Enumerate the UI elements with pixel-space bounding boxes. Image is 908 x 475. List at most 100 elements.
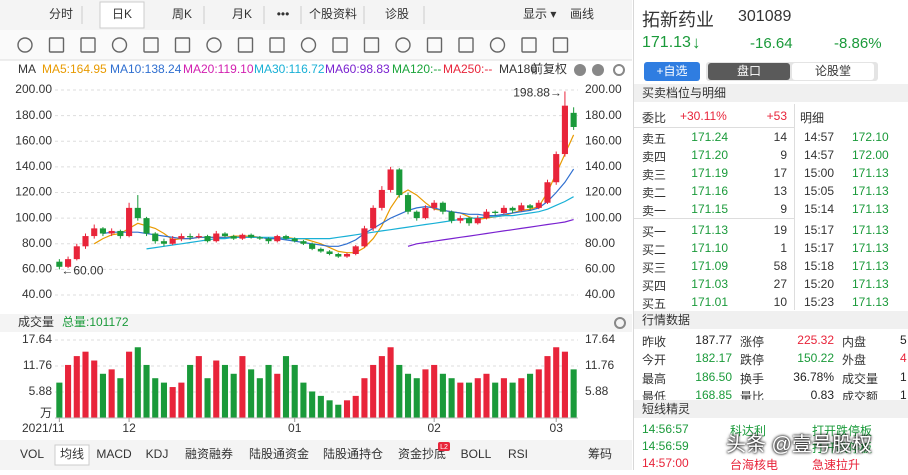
toolbar-tab[interactable]: 周K: [172, 7, 192, 21]
y-tick-label: 160.00: [15, 133, 52, 147]
volume-bar: [509, 382, 516, 418]
tool-icon[interactable]: [489, 37, 506, 53]
elf-cell: 急速拉升: [812, 458, 861, 470]
bottom-tab[interactable]: 融资融券: [185, 446, 233, 461]
bottom-bar-bg: [0, 440, 632, 470]
tick-price: 171.13: [852, 240, 889, 255]
level-price: 171.01: [691, 294, 728, 309]
volume-bar: [343, 400, 351, 418]
bottom-tab[interactable]: MACD: [96, 447, 132, 461]
volume-bar: [457, 382, 464, 418]
tool-icon[interactable]: [332, 37, 348, 53]
bottom-tab[interactable]: 筹码: [588, 447, 612, 461]
candle-body: [248, 234, 255, 238]
tool-icon[interactable]: [111, 37, 128, 53]
stat-cell: 涨停: [740, 335, 765, 349]
y-tick-label: 120.00: [15, 185, 52, 199]
volume-bar: [56, 382, 63, 418]
candle-body: [492, 211, 499, 213]
bottom-tab[interactable]: 资金抄底: [398, 446, 446, 461]
tool-icon[interactable]: [237, 37, 254, 53]
draw-button[interactable]: 画线: [570, 7, 594, 21]
y-tick-label: 17.64: [22, 332, 52, 346]
stat-cell: 36.78%: [793, 369, 834, 384]
tool-icon[interactable]: [300, 37, 317, 53]
tool-icon[interactable]: [363, 37, 380, 53]
tool-icon[interactable]: [48, 37, 65, 53]
y-tick-label-right: 11.76: [585, 358, 614, 372]
y-tick-label: 80.00: [22, 236, 52, 250]
tool-icon[interactable]: [143, 37, 159, 53]
tool-icon[interactable]: [426, 37, 443, 53]
section-header: 买卖档位与明细: [634, 84, 908, 102]
tool-icon[interactable]: [269, 37, 285, 53]
volume-bar: [274, 373, 281, 418]
panel-tab[interactable]: 论股堂: [792, 63, 874, 80]
toolbar-tab[interactable]: 个股资料: [309, 7, 357, 21]
tool-icon[interactable]: [206, 37, 222, 53]
zoom-in[interactable]: [574, 64, 586, 76]
elf-cell: 14:56:57: [642, 422, 689, 436]
toolbar-tab[interactable]: 诊股: [385, 7, 409, 21]
tool-icon[interactable]: [458, 37, 474, 53]
tool-icon[interactable]: [80, 37, 96, 53]
volume-bar: [396, 364, 403, 418]
settings[interactable]: [613, 64, 625, 76]
tick-time: 14:57: [804, 130, 835, 144]
unit-label: 万: [40, 406, 52, 420]
volume-bar: [378, 356, 385, 418]
volume-bar: [535, 369, 542, 418]
y-tick-label: 140.00: [15, 159, 52, 173]
tool-icon[interactable]: [17, 37, 33, 53]
bottom-tab[interactable]: 均线: [60, 447, 84, 461]
candle-body: [404, 195, 412, 212]
level-price: 171.09: [691, 258, 728, 273]
tool-icon[interactable]: [174, 37, 191, 53]
candle-body: [335, 254, 342, 257]
y-tick-label: 60.00: [22, 262, 52, 276]
candle-body: [553, 154, 560, 183]
toolbar-tab[interactable]: 日K: [112, 7, 132, 21]
level-label: 卖五: [642, 132, 667, 146]
candle-body: [527, 205, 534, 208]
section-header: 行情数据: [634, 311, 908, 329]
volume-bar: [73, 356, 80, 418]
toolbar-tab[interactable]: 分时: [49, 7, 73, 21]
level-label: 卖三: [642, 168, 667, 183]
bottom-tab[interactable]: 陆股通资金: [249, 446, 309, 461]
tool-icon[interactable]: [552, 37, 569, 53]
toolbar-tab[interactable]: •••: [277, 7, 290, 21]
bottom-tab[interactable]: BOLL: [461, 447, 492, 461]
bottom-tab[interactable]: 陆股通持仓: [323, 446, 383, 461]
zoom-out[interactable]: [592, 64, 604, 76]
level-volume: 9: [780, 148, 787, 163]
candle-body: [265, 238, 272, 242]
tick-price: 171.13: [852, 258, 889, 273]
volume-settings[interactable]: [614, 317, 626, 329]
bottom-tab[interactable]: RSI: [508, 447, 528, 461]
ma-legend: MA60:98.83: [325, 62, 390, 76]
toolbar-tab[interactable]: 月K: [232, 7, 252, 21]
candle-body: [483, 211, 490, 219]
volume-bar: [143, 364, 150, 418]
watch-button[interactable]: +自选: [644, 62, 700, 81]
candle-body: [56, 261, 63, 267]
stat-cell: 1: [900, 387, 907, 402]
date-label: 12: [122, 421, 136, 435]
badge-bg: [438, 442, 450, 451]
tool-icon[interactable]: [395, 37, 411, 53]
tick-price: 171.13: [852, 184, 889, 199]
y-tick-label: 200.00: [15, 82, 52, 96]
display-button[interactable]: 显示 ▾: [523, 7, 556, 21]
tool-icon[interactable]: [521, 37, 537, 53]
price: 171.13: [642, 34, 691, 51]
panel-tab[interactable]: 盘口: [708, 63, 790, 80]
candle-body: [239, 234, 246, 239]
tick-time: 15:17: [804, 240, 835, 255]
bottom-tab[interactable]: KDJ: [146, 447, 169, 461]
volume-bar: [256, 378, 263, 418]
bottom-tab[interactable]: VOL: [20, 447, 44, 461]
date-label: 02: [427, 421, 441, 435]
stat-cell: 内盘: [842, 335, 867, 349]
level-price: 171.10: [691, 240, 728, 255]
